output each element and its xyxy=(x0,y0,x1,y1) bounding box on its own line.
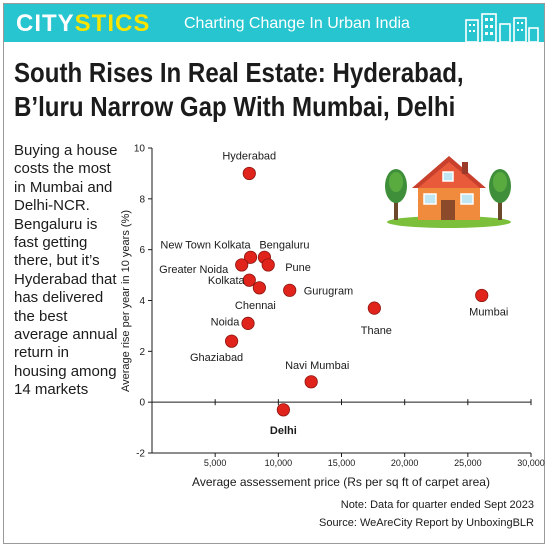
point-label: Greater Noida xyxy=(159,264,229,276)
data-point xyxy=(283,283,297,297)
brand-part1: CITY xyxy=(16,10,75,37)
x-tick-label: 15,000 xyxy=(328,458,356,468)
tagline: Charting Change In Urban India xyxy=(184,15,410,32)
point-label: New Town Kolkata xyxy=(160,239,251,251)
point-label: Thane xyxy=(361,325,392,337)
chart-points xyxy=(224,166,489,417)
y-tick-label: 10 xyxy=(134,144,146,155)
brand-part2: STICS xyxy=(74,10,151,37)
headline-line1: South Rises In Real Estate: Hyderabad, xyxy=(14,57,464,88)
data-point xyxy=(242,166,256,181)
point-label: Bengaluru xyxy=(259,239,309,251)
point-label: Kolkata xyxy=(208,275,246,287)
house-illustration-icon xyxy=(385,156,511,228)
y-tick-label: 0 xyxy=(139,398,145,409)
data-point xyxy=(252,281,266,295)
note-line2: Source: WeAreCity Report by UnboxingBLR xyxy=(318,517,534,529)
data-point xyxy=(367,301,381,315)
point-label: Mumbai xyxy=(469,306,508,318)
point-label: Chennai xyxy=(235,300,276,312)
y-tick-label: 6 xyxy=(139,245,145,256)
data-point xyxy=(276,403,290,417)
chart-ticks: 5,000 10,000 15,000 20,000 25,000 30,000 -2 0 2 4… xyxy=(134,144,545,469)
headline-line2: B’luru Narrow Gap With Mumbai, Delhi xyxy=(14,91,456,122)
x-tick-label: 30,000 xyxy=(517,458,545,468)
point-label: Navi Mumbai xyxy=(285,360,349,372)
point-label: Delhi xyxy=(270,425,297,437)
data-point xyxy=(241,316,255,330)
point-label: Pune xyxy=(285,262,311,274)
note: Note: Data for quarter ended Sept 2023 S… xyxy=(319,496,534,532)
x-tick-label: 10,000 xyxy=(265,458,293,468)
x-tick-label: 20,000 xyxy=(391,458,419,468)
data-point xyxy=(242,273,256,287)
y-axis-label: Average rise per year in 10 years (%) xyxy=(120,210,132,392)
skyline-icon xyxy=(465,13,539,42)
y-tick-label: 8 xyxy=(139,194,145,205)
data-point xyxy=(235,258,249,272)
description: Buying a house costs the most in Mumbai … xyxy=(14,142,118,399)
data-point xyxy=(243,250,258,264)
data-point xyxy=(261,258,275,272)
figure-frame xyxy=(3,3,545,544)
point-label: Hyderabad xyxy=(222,150,276,162)
chart-axes xyxy=(151,148,531,454)
y-tick-label: -2 xyxy=(136,449,145,460)
headline: South Rises In Real Estate: Hyderabad, B… xyxy=(14,56,466,124)
y-tick-label: 2 xyxy=(139,347,145,358)
x-axis-label: Average assessement price (Rs per sq ft … xyxy=(192,475,490,489)
point-label: Ghaziabad xyxy=(190,352,243,364)
note-line1: Note: Data for quarter ended Sept 2023 xyxy=(340,499,534,511)
point-label: Gurugram xyxy=(304,285,354,297)
header-banner: CITYSTICS Charting Change In Urban India xyxy=(4,4,544,42)
data-point xyxy=(224,334,239,348)
point-label: Noida xyxy=(211,316,241,328)
y-tick-label: 4 xyxy=(139,296,145,307)
data-point xyxy=(475,288,489,303)
x-tick-label: 5,000 xyxy=(204,458,227,468)
x-tick-label: 25,000 xyxy=(454,458,482,468)
chart-point-labels: Hyderabad New Town Kolkata Bengaluru Greate… xyxy=(159,150,508,436)
brand-logo: CITYSTICS xyxy=(16,10,150,38)
data-point xyxy=(304,375,318,389)
